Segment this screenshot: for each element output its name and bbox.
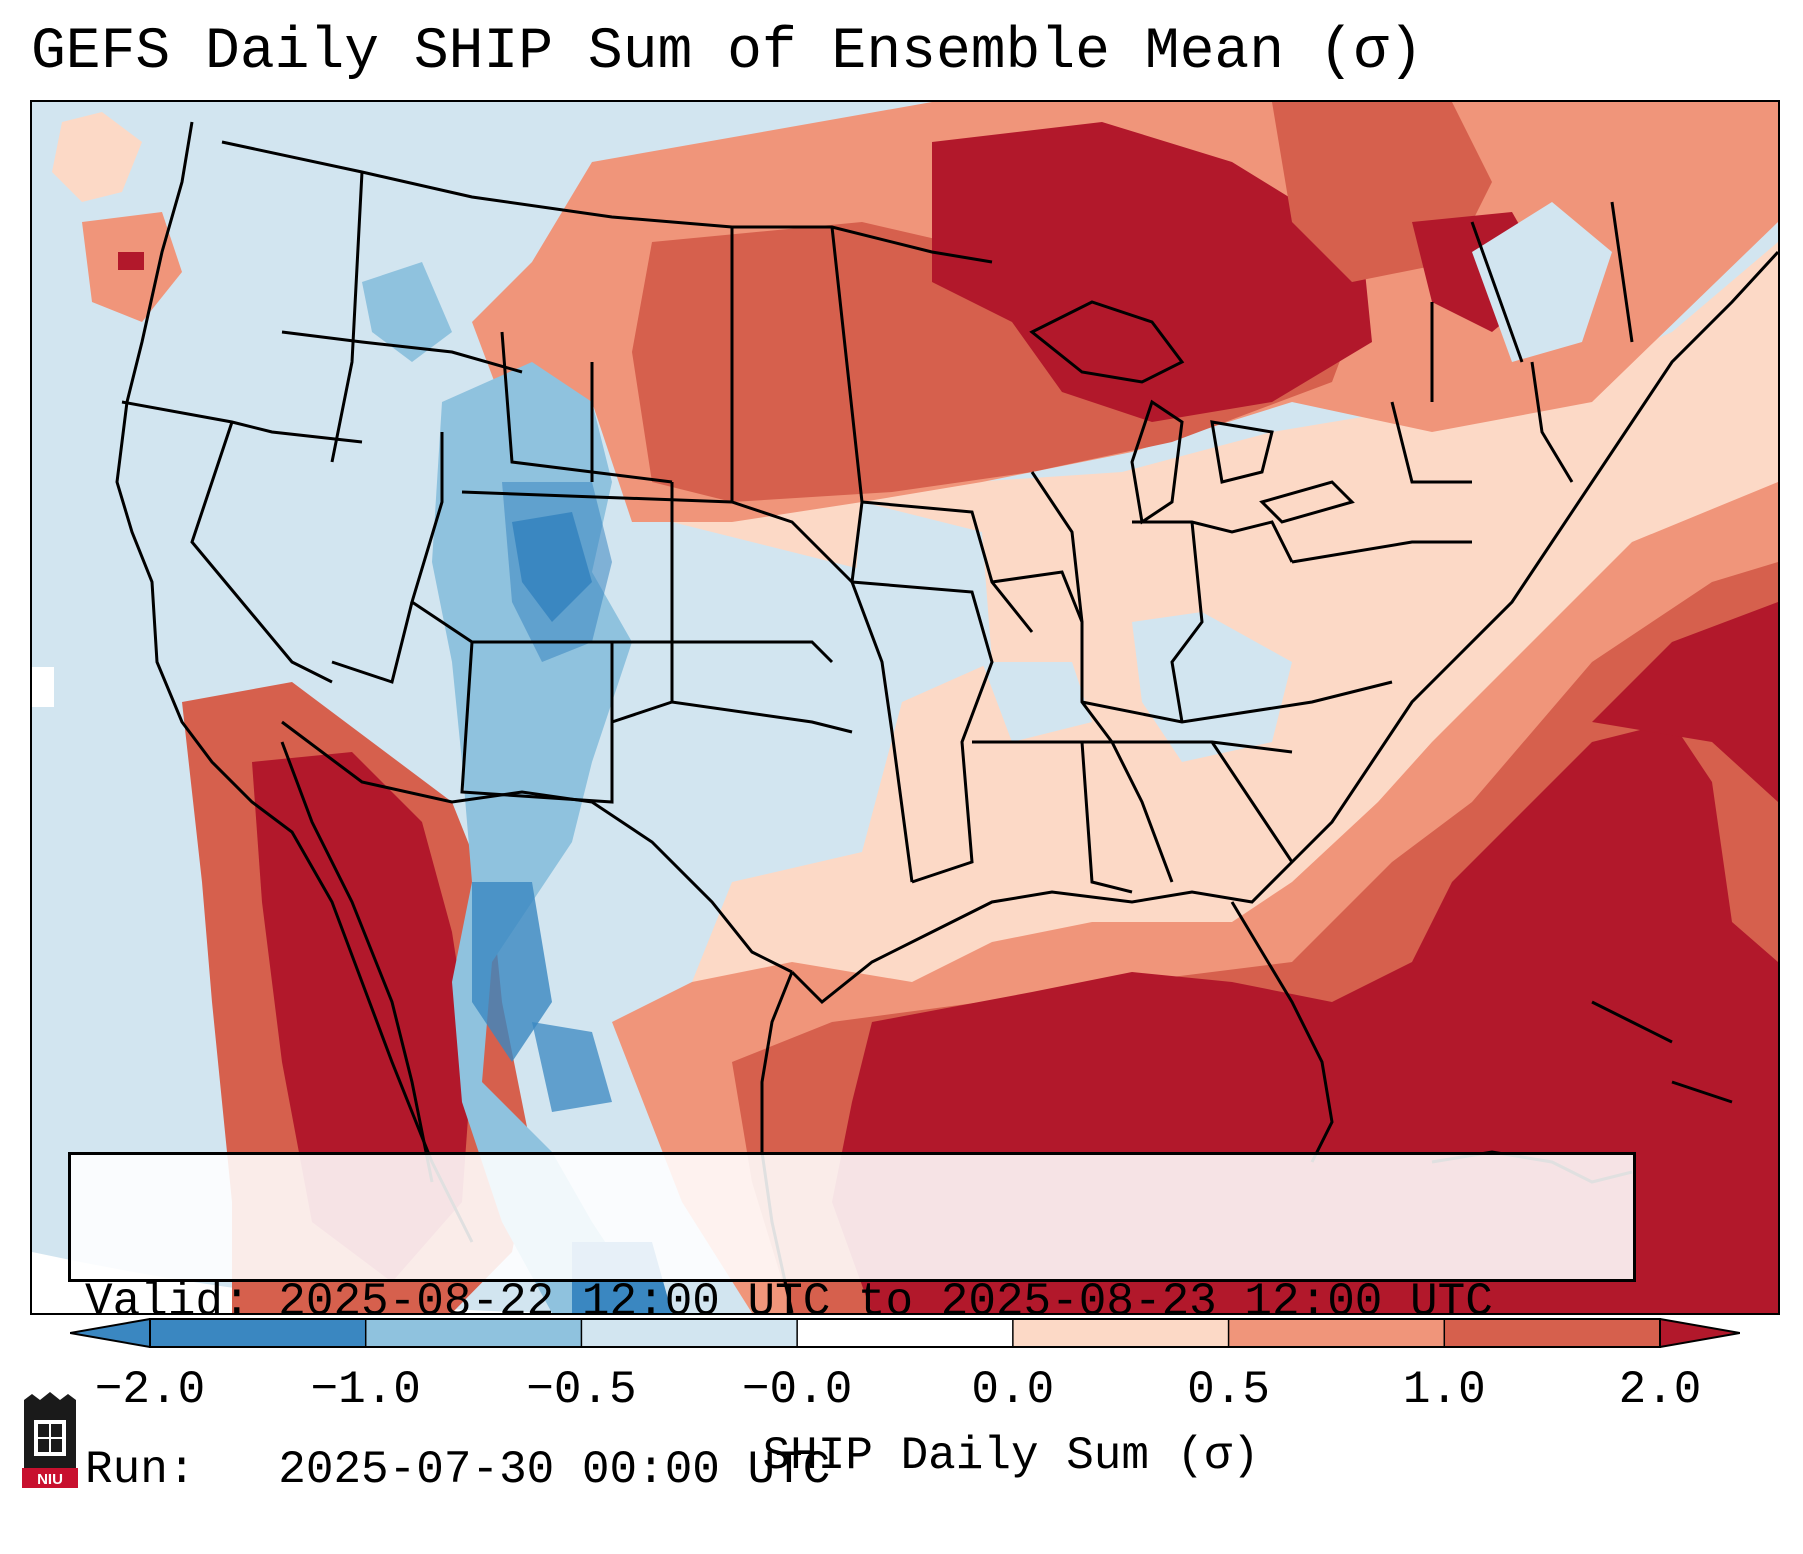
us-canada-border: [221, 140, 993, 264]
state-line: [500, 331, 673, 484]
colorbar-extend-high: [1659, 1318, 1740, 1348]
ship-map-svg: [32, 102, 1778, 1313]
ship-negative-shading: [362, 262, 1292, 1313]
colorbar-segment: [150, 1319, 367, 1347]
logo-text: NIU: [37, 1471, 63, 1488]
bahamas: [1671, 1080, 1733, 1104]
colorbar: [70, 1318, 1740, 1348]
bahamas: [1591, 1000, 1673, 1044]
colorbar-segment: [365, 1319, 582, 1347]
colorbar-tick-label: −0.5: [526, 1364, 637, 1416]
state-line: [1030, 471, 1084, 623]
baja-coast: [280, 741, 434, 1183]
map-panel: [30, 100, 1780, 1315]
colorbar-tick-label: −2.0: [94, 1364, 206, 1416]
colorbar-extend-low: [70, 1318, 151, 1348]
map-title: GEFS Daily SHIP Sum of Ensemble Mean (σ): [31, 20, 1424, 85]
state-line: [1132, 520, 1294, 563]
map-boundaries: [115, 121, 1778, 1313]
state-line: [410, 432, 473, 644]
colorbar-tick-label: −0.0: [741, 1364, 853, 1416]
state-line: [1530, 361, 1574, 483]
state-line: [1170, 521, 1204, 723]
state-line: [612, 640, 834, 664]
colorbar-outline: [149, 1318, 1661, 1348]
lake-huron: [1210, 420, 1274, 484]
state-line: [281, 330, 523, 374]
colorbar-segment: [1444, 1319, 1661, 1347]
state-line: [830, 226, 914, 883]
colorbar-tick-label: 1.0: [1402, 1364, 1486, 1416]
state-line: [972, 740, 1293, 754]
colorbar-segment: [1012, 1319, 1230, 1347]
colorbar-segment: [1228, 1319, 1445, 1347]
state-line: [1080, 741, 1133, 894]
state-line: [1210, 741, 1294, 863]
state-line: [1470, 221, 1524, 363]
colorbar-segment: [797, 1319, 1014, 1347]
lake-erie: [1259, 480, 1355, 524]
pacific-coastline: [115, 121, 474, 1243]
domain-edge-sw: [32, 1252, 632, 1313]
state-line: [460, 640, 614, 804]
niu-logo: NIU: [22, 1392, 78, 1488]
state-line: [331, 601, 414, 684]
state-line: [330, 171, 364, 463]
state-line: [861, 500, 1034, 633]
florida-coast: [1230, 901, 1334, 1163]
state-line: [611, 700, 853, 734]
state-line: [1291, 540, 1472, 564]
colorbar-label: SHIP Daily Sum (σ): [762, 1430, 1260, 1482]
colorbar-tick-label: 0.0: [971, 1364, 1055, 1416]
state-line: [1610, 201, 1634, 343]
colorbar-tick-label: −1.0: [310, 1364, 421, 1416]
state-line: [1081, 680, 1393, 724]
run-time-text: Run: 2025-07-30 00:00 UTC: [85, 1444, 831, 1496]
colorbar-tick-label: 0.5: [1187, 1364, 1270, 1416]
state-line: [121, 400, 363, 444]
colorbar-tick-label: 2.0: [1618, 1364, 1702, 1416]
state-line: [190, 421, 333, 684]
lake-michigan: [1130, 399, 1184, 525]
logo-banner: [22, 1468, 78, 1488]
state-line: [851, 580, 994, 884]
missing-data-patch: [32, 667, 54, 707]
state-line: [1390, 401, 1472, 484]
colorbar-segment: [581, 1319, 798, 1347]
lake-superior: [1029, 300, 1185, 384]
gulf-atlantic-coast: [790, 250, 1778, 1005]
validity-info-box: Valid: 2025-08-22 12:00 UTC to 2025-08-2…: [68, 1152, 1636, 1496]
state-line: [461, 490, 854, 584]
